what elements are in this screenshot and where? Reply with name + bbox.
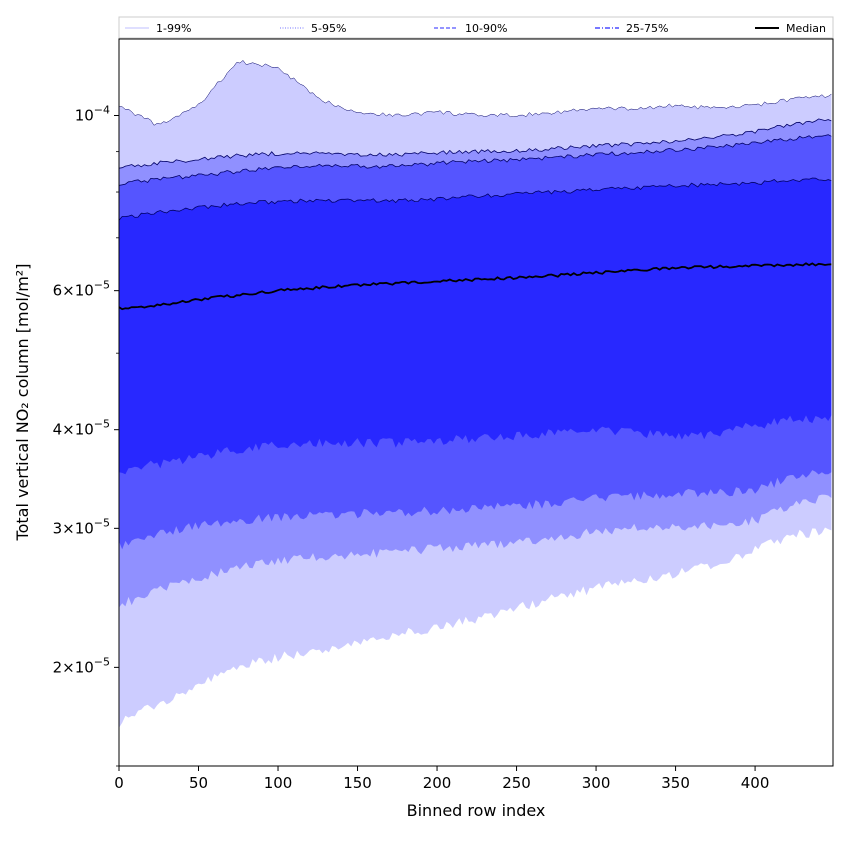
x-axis: 0 50 100 150 200 250 300 350 400	[114, 766, 769, 792]
median-layer	[118, 262, 832, 311]
y-axis: 2×10−5 3×10−5 4×10−5 6×10−5 10−4	[53, 104, 119, 767]
x-tick-label: 0	[114, 774, 124, 792]
y-tick-label: 3×10−5	[53, 516, 110, 537]
x-tick-label: 250	[502, 774, 531, 792]
band-upper-edge-5-95%	[118, 118, 832, 169]
x-tick-label: 200	[423, 774, 452, 792]
legend-label: 5-95%	[311, 22, 346, 35]
x-tick-label: 100	[264, 774, 293, 792]
plot-frame	[118, 38, 834, 767]
y-tick-label: 10−4	[75, 104, 110, 125]
legend-box	[118, 16, 834, 39]
legend-label: 1-99%	[156, 22, 191, 35]
band-upper-edge-25-75%	[118, 177, 832, 221]
band-layer	[118, 60, 832, 728]
legend-label: 10-90%	[465, 22, 507, 35]
x-tick-label: 300	[582, 774, 611, 792]
legend: 1-99% 5-95% 10-90% 25-75% Median	[118, 16, 834, 39]
x-tick-label: 50	[189, 774, 208, 792]
band-upper-edge-10-90%	[118, 134, 832, 186]
y-tick-label: 2×10−5	[53, 655, 110, 676]
legend-label: 25-75%	[626, 22, 668, 35]
x-tick-label: 150	[343, 774, 372, 792]
legend-label: Median	[786, 22, 826, 35]
x-tick-label: 350	[661, 774, 690, 792]
band-25-75%	[119, 178, 832, 475]
x-axis-label: Binned row index	[407, 801, 546, 820]
band-upper-edge-1-99%	[119, 60, 832, 126]
y-tick-label: 4×10−5	[53, 418, 110, 439]
y-tick-label: 6×10−5	[53, 279, 110, 300]
x-tick-label: 400	[741, 774, 770, 792]
median-line	[118, 262, 832, 311]
y-axis-label: Total vertical NO₂ column [mol/m²]	[13, 264, 32, 542]
